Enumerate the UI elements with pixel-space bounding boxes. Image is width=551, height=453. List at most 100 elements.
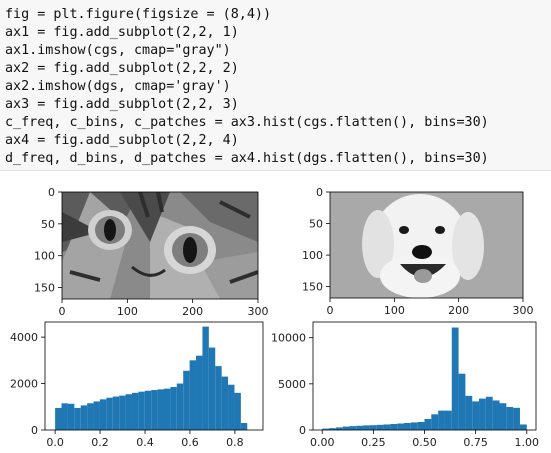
x-tick-label: 0.75 [463,436,488,449]
histogram-bar [519,424,527,430]
histogram-bar [438,410,445,430]
y-tick-label: 0 [299,424,306,437]
code-line: ax3 = fig.add_subplot(2,2, 3) [5,97,239,112]
histogram-bar [485,396,493,430]
histogram-bar [376,424,384,430]
histogram-bar [106,397,113,430]
histogram-bar [342,426,350,430]
histogram-bar [55,407,62,430]
histogram-bar [228,384,235,430]
x-tick-label: 100 [384,304,405,317]
histogram-bar [513,407,520,430]
dog-face-photo-icon [330,192,523,298]
axes-frame [44,321,264,431]
histogram-bar [234,392,241,430]
histogram-bar [215,366,222,430]
histogram-bar [189,360,197,430]
histogram-bar [196,355,203,430]
y-tick-label: 100 [302,249,323,262]
y-tick-label: 150 [302,281,323,294]
y-tick-label: 5000 [278,378,306,391]
histogram-bar [356,425,364,430]
x-tick-label: 200 [182,305,203,318]
histogram-bar [424,418,432,430]
histogram-bar [87,403,94,430]
histogram-bar [369,425,377,430]
histogram-bar [506,406,514,430]
x-tick-label: 300 [513,304,534,317]
y-tick-label: 50 [41,218,55,231]
histogram-bar [61,403,68,430]
x-tick-label: 0.25 [361,436,386,449]
histogram-bar [157,389,165,430]
histogram-bar [329,428,336,430]
code-cell[interactable]: fig = plt.figure(figsize = (8,4)) ax1 = f… [0,0,551,171]
histogram-bar [138,391,145,430]
histogram-bar [151,390,158,430]
x-tick-label: 0.4 [136,436,154,449]
histogram-bar [465,395,473,430]
code-line: ax4 = fig.add_subplot(2,2, 4) [5,133,239,148]
histogram-bar [208,347,216,430]
x-tick-label: 0.50 [412,436,437,449]
histogram-bar [349,426,357,430]
x-tick-label: 0 [327,304,334,317]
histogram-bar [80,405,88,430]
code-line: ax1 = fig.add_subplot(2,2, 1) [5,25,239,40]
cat-image-axes [61,191,259,300]
histogram-bar [431,414,439,430]
image-axis-ticks: 0 100 200 300 0 50 100 150 0 100 200 300 0 50 100 150 [34,186,534,318]
code-line: ax2.imshow(dgs, cmap='gray') [5,79,231,94]
histogram-bar [112,396,120,430]
histogram-bar [397,423,405,430]
histogram-bar [99,399,107,430]
histogram-bar [451,327,459,430]
x-tick-label: 300 [248,305,269,318]
y-tick-label: 0 [48,186,55,199]
histogram-bar [202,326,209,430]
code-line: ax2 = fig.add_subplot(2,2, 2) [5,61,239,76]
y-tick-label: 100 [34,250,55,263]
histogram-bar [390,424,398,430]
code-line: d_freq, d_bins, d_patches = ax4.hist(dgs… [5,151,489,166]
code-line: c_freq, c_bins, c_patches = ax3.hist(cgs… [5,115,489,130]
x-tick-label: 1.00 [515,436,540,449]
histogram-bar [322,428,330,430]
histogram-bar [499,403,507,430]
y-tick-label: 150 [34,282,55,295]
histogram-bar [125,394,132,430]
histogram-bar [176,383,184,430]
histogram-bar [472,401,480,430]
y-tick-label: 0 [31,424,38,437]
y-tick-label: 2000 [10,378,38,391]
histogram-bar [417,421,425,430]
x-tick-label: 100 [117,305,138,318]
histogram-bar [67,403,75,430]
histogram-bar [74,407,81,430]
x-tick-label: 0.6 [181,436,199,449]
histogram-bar [170,387,177,430]
x-tick-label: 0.00 [310,436,335,449]
histogram-bar [144,390,152,430]
histogram-bar [444,410,452,430]
histogram-bar [363,425,370,430]
histogram-bar [404,422,411,430]
y-tick-label: 10000 [271,332,306,345]
histogram-bar [183,370,190,430]
code-line: ax1.imshow(cgs, cmap="gray") [5,43,231,58]
y-tick-label: 50 [309,218,323,231]
histogram-bar [164,388,171,430]
histogram-bar [479,398,486,430]
histogram-bar [119,395,126,430]
histogram-bar [335,427,343,430]
histogram-bar [221,376,229,430]
x-tick-label: 0.2 [91,436,109,449]
x-tick-label: 0 [59,305,66,318]
histogram-dog: 0.00 0.25 0.50 0.75 1.00 0 5000 10000 [271,321,540,449]
histogram-bar [93,401,100,430]
y-tick-label: 4000 [10,331,38,344]
histogram-bar [240,423,248,430]
histogram-bar [410,422,418,430]
histogram-bar [383,424,391,430]
